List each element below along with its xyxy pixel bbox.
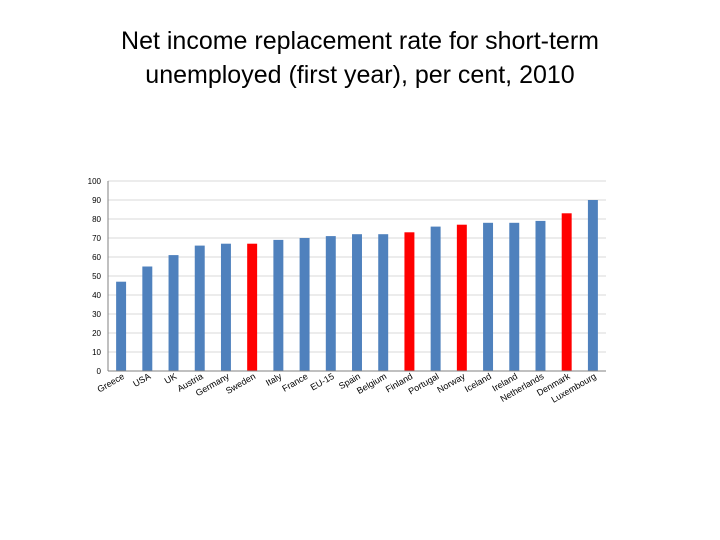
x-category-label: EU-15 <box>309 371 336 392</box>
x-category-label: Belgium <box>355 371 388 396</box>
y-tick-label: 90 <box>92 196 101 205</box>
bar-eu-15 <box>325 236 336 371</box>
bar-denmark <box>561 213 572 371</box>
bar-ireland <box>509 222 520 371</box>
bar-germany <box>220 243 231 371</box>
x-category-label: Iceland <box>463 371 493 394</box>
bar-uk <box>168 255 179 371</box>
y-tick-label: 50 <box>92 272 101 281</box>
y-tick-label: 80 <box>92 215 101 224</box>
y-tick-label: 100 <box>88 177 102 186</box>
bar-greece <box>116 281 127 371</box>
bars <box>116 200 598 371</box>
bar-usa <box>142 266 153 371</box>
x-category-label: Sweden <box>224 371 257 396</box>
bar-portugal <box>430 226 441 371</box>
bar-sweden <box>247 243 258 371</box>
bar-france <box>299 238 310 371</box>
bar-norway <box>456 224 467 371</box>
x-category-label: Portugal <box>407 371 441 396</box>
y-tick-label: 10 <box>92 348 101 357</box>
chart-title-line-2: unemployed (first year), per cent, 2010 <box>145 61 575 89</box>
x-category-label: USA <box>131 371 152 389</box>
y-tick-label: 40 <box>92 291 101 300</box>
bar-belgium <box>378 234 389 371</box>
axes <box>107 181 606 372</box>
bar-finland <box>404 232 415 371</box>
x-category-label: Norway <box>435 371 467 395</box>
bar-netherlands <box>535 220 546 371</box>
y-tick-label: 30 <box>92 310 101 319</box>
y-axis-tick-labels: 0 10 20 30 40 50 60 70 80 90 100 <box>88 177 102 376</box>
x-category-label: France <box>280 371 309 394</box>
y-tick-label: 20 <box>92 329 101 338</box>
chart-title-line-1: Net income replacement rate for short-te… <box>121 27 599 55</box>
bar-austria <box>194 245 205 371</box>
y-tick-label: 0 <box>97 367 102 376</box>
chart-title: Net income replacement rate for short-te… <box>60 24 660 92</box>
bar-luxembourg <box>587 200 598 371</box>
y-tick-label: 60 <box>92 253 101 262</box>
bar-iceland <box>483 222 494 371</box>
y-tick-label: 70 <box>92 234 101 243</box>
bar-italy <box>273 239 284 371</box>
bar-spain <box>352 234 362 371</box>
